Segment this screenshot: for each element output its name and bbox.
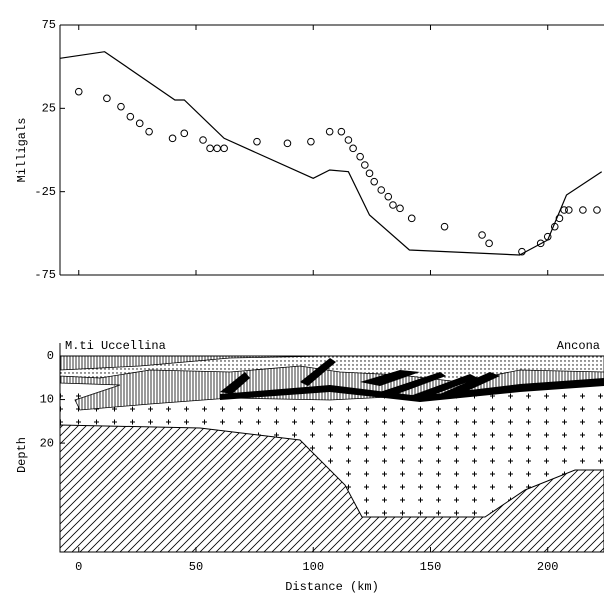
observed-point bbox=[344, 136, 353, 144]
x-tick-label: 200 bbox=[537, 560, 559, 574]
observed-point bbox=[356, 152, 364, 161]
y-tick-label: -25 bbox=[34, 185, 56, 199]
observed-point bbox=[396, 204, 404, 213]
annotation: Ancona bbox=[557, 339, 600, 353]
observed-point bbox=[555, 214, 564, 223]
x-tick-label: 0 bbox=[75, 560, 82, 574]
y-tick-label: -75 bbox=[34, 268, 56, 282]
observed-point bbox=[389, 201, 397, 209]
observed-point bbox=[565, 206, 573, 214]
observed-point bbox=[117, 102, 125, 111]
observed-point bbox=[253, 137, 261, 146]
observed-point bbox=[518, 247, 526, 256]
geology bbox=[59, 355, 604, 553]
observed-point bbox=[283, 139, 292, 148]
y-tick-label: 75 bbox=[42, 18, 56, 32]
model-line bbox=[59, 51, 603, 256]
annotation: M.ti Uccellina bbox=[65, 339, 166, 353]
x-tick-label: 50 bbox=[189, 560, 203, 574]
depth-axis-title: Depth bbox=[15, 437, 29, 473]
observed-point bbox=[168, 134, 177, 143]
observed-point bbox=[543, 232, 552, 241]
observed-point bbox=[126, 112, 135, 121]
x-axis-title: Distance (km) bbox=[285, 580, 379, 594]
observed-point bbox=[199, 136, 207, 144]
observed-point bbox=[325, 127, 334, 136]
y-tick-label: 0 bbox=[47, 349, 54, 363]
observed-point bbox=[440, 222, 449, 231]
observed-point bbox=[384, 192, 393, 201]
observed-point bbox=[550, 222, 559, 231]
observed-point bbox=[579, 206, 587, 214]
black-slivers bbox=[220, 358, 604, 402]
observed-point bbox=[485, 239, 493, 248]
observed-point bbox=[560, 206, 568, 214]
observed-point bbox=[74, 87, 83, 96]
observed-point bbox=[349, 144, 357, 153]
observed-point bbox=[135, 119, 144, 128]
observed-point bbox=[370, 177, 379, 186]
y-axis-title: Milligals bbox=[15, 118, 29, 183]
observed-point bbox=[220, 144, 228, 153]
observed-point bbox=[213, 144, 221, 153]
observed-point bbox=[145, 127, 153, 136]
observed-point bbox=[536, 239, 545, 248]
observed-point bbox=[365, 169, 374, 178]
x-tick-label: 100 bbox=[302, 560, 324, 574]
observed-point bbox=[180, 129, 189, 138]
y-tick-label: 25 bbox=[42, 102, 56, 116]
observed-point bbox=[478, 231, 486, 239]
observed-point bbox=[361, 161, 369, 169]
y-tick-label: 20 bbox=[40, 436, 54, 450]
observed-point bbox=[377, 186, 386, 194]
observed-point bbox=[103, 94, 111, 103]
y-tick-label: 10 bbox=[40, 393, 54, 407]
observed-point bbox=[593, 206, 601, 214]
observed-point bbox=[337, 127, 346, 136]
observed-point bbox=[407, 214, 416, 223]
crystalline-layer bbox=[60, 376, 604, 517]
observed-point bbox=[206, 144, 214, 153]
x-tick-label: 150 bbox=[420, 560, 442, 574]
observed-point bbox=[307, 137, 315, 146]
